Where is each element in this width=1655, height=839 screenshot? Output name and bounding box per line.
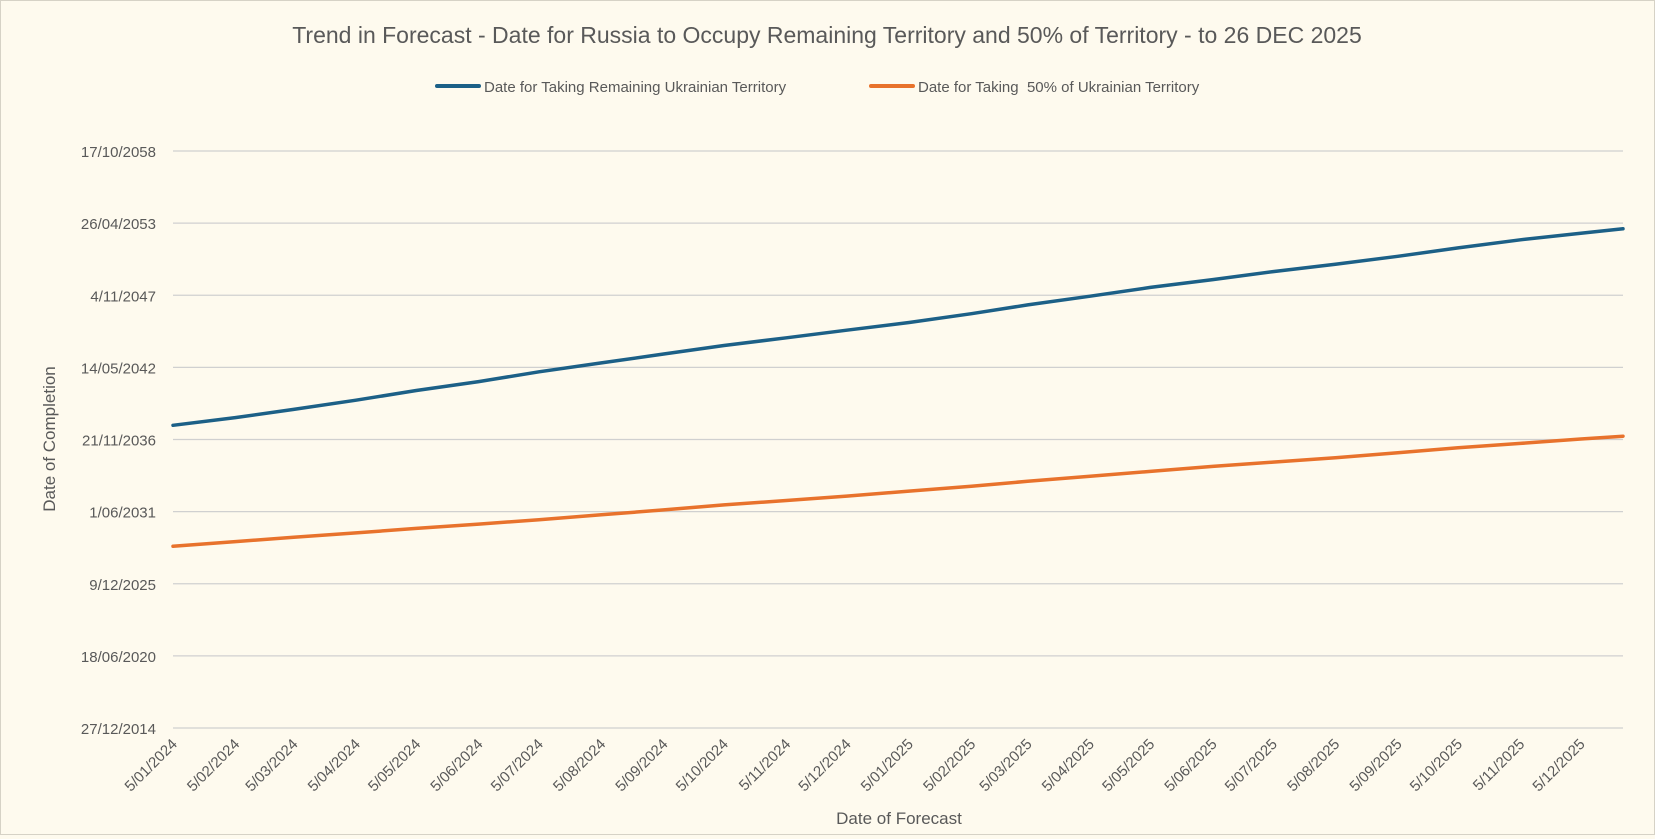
- x-tick-label: 5/06/2025: [1161, 736, 1220, 795]
- y-tick-label: 17/10/2058: [81, 144, 156, 161]
- y-tick-label: 18/06/2020: [81, 649, 156, 666]
- y-tick-label: 1/06/2031: [89, 505, 156, 522]
- y-axis-tick-labels: 27/12/2014 18/06/2020 9/12/2025 1/06/2031 21…: [81, 144, 156, 738]
- gridlines: [173, 150, 1623, 729]
- y-tick-label: 26/04/2053: [81, 216, 156, 233]
- x-tick-label: 5/02/2025: [920, 736, 979, 795]
- x-tick-label: 5/03/2025: [976, 736, 1035, 795]
- chart-title: Trend in Forecast - Date for Russia to O…: [292, 22, 1362, 48]
- x-tick-label: 5/07/2025: [1222, 736, 1281, 795]
- x-tick-label: 5/05/2025: [1099, 736, 1158, 795]
- x-axis-tick-labels: 5/01/2024 5/02/2024 5/03/2024 5/04/2024 5/05…: [122, 736, 1589, 795]
- x-tick-label: 5/01/2024: [122, 736, 181, 795]
- x-tick-label: 5/08/2025: [1284, 736, 1343, 795]
- legend: Date for Taking Remaining Ukrainian Terr…: [435, 79, 1200, 96]
- x-tick-label: 5/04/2025: [1039, 736, 1098, 795]
- x-tick-label: 5/07/2024: [488, 736, 547, 795]
- series-lines: [171, 227, 1625, 548]
- x-tick-label: 5/02/2024: [184, 736, 243, 795]
- y-axis-label: Date of Completion: [40, 366, 59, 512]
- x-tick-label: 5/08/2024: [550, 736, 609, 795]
- x-tick-label: 5/06/2024: [427, 736, 486, 795]
- y-tick-label: 27/12/2014: [81, 721, 156, 738]
- y-tick-label: 4/11/2047: [90, 288, 156, 305]
- x-tick-label: 5/12/2024: [795, 736, 854, 795]
- x-tick-label: 5/09/2024: [612, 736, 671, 795]
- x-axis-label: Date of Forecast: [836, 809, 962, 828]
- x-tick-label: 5/12/2025: [1529, 736, 1588, 795]
- series-line-2: [171, 434, 1625, 548]
- x-tick-label: 5/09/2025: [1346, 736, 1405, 795]
- x-tick-label: 5/03/2024: [242, 736, 301, 795]
- y-tick-label: 14/05/2042: [81, 360, 156, 377]
- x-tick-label: 5/01/2025: [858, 736, 917, 795]
- y-tick-label: 21/11/2036: [82, 433, 156, 450]
- x-tick-label: 5/11/2025: [1470, 736, 1528, 794]
- legend-label: Date for Taking 50% of Ukrainian Territo…: [918, 79, 1200, 96]
- x-tick-label: 5/11/2024: [736, 736, 794, 794]
- legend-label: Date for Taking Remaining Ukrainian Terr…: [484, 79, 787, 96]
- y-tick-label: 9/12/2025: [89, 577, 156, 594]
- x-tick-label: 5/04/2024: [305, 736, 364, 795]
- x-tick-label: 5/05/2024: [365, 736, 424, 795]
- x-tick-label: 5/10/2024: [673, 736, 732, 795]
- series-line-1: [171, 227, 1625, 428]
- x-tick-label: 5/10/2025: [1407, 736, 1466, 795]
